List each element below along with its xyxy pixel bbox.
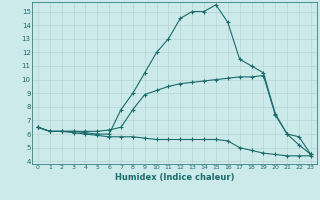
X-axis label: Humidex (Indice chaleur): Humidex (Indice chaleur) [115, 173, 234, 182]
